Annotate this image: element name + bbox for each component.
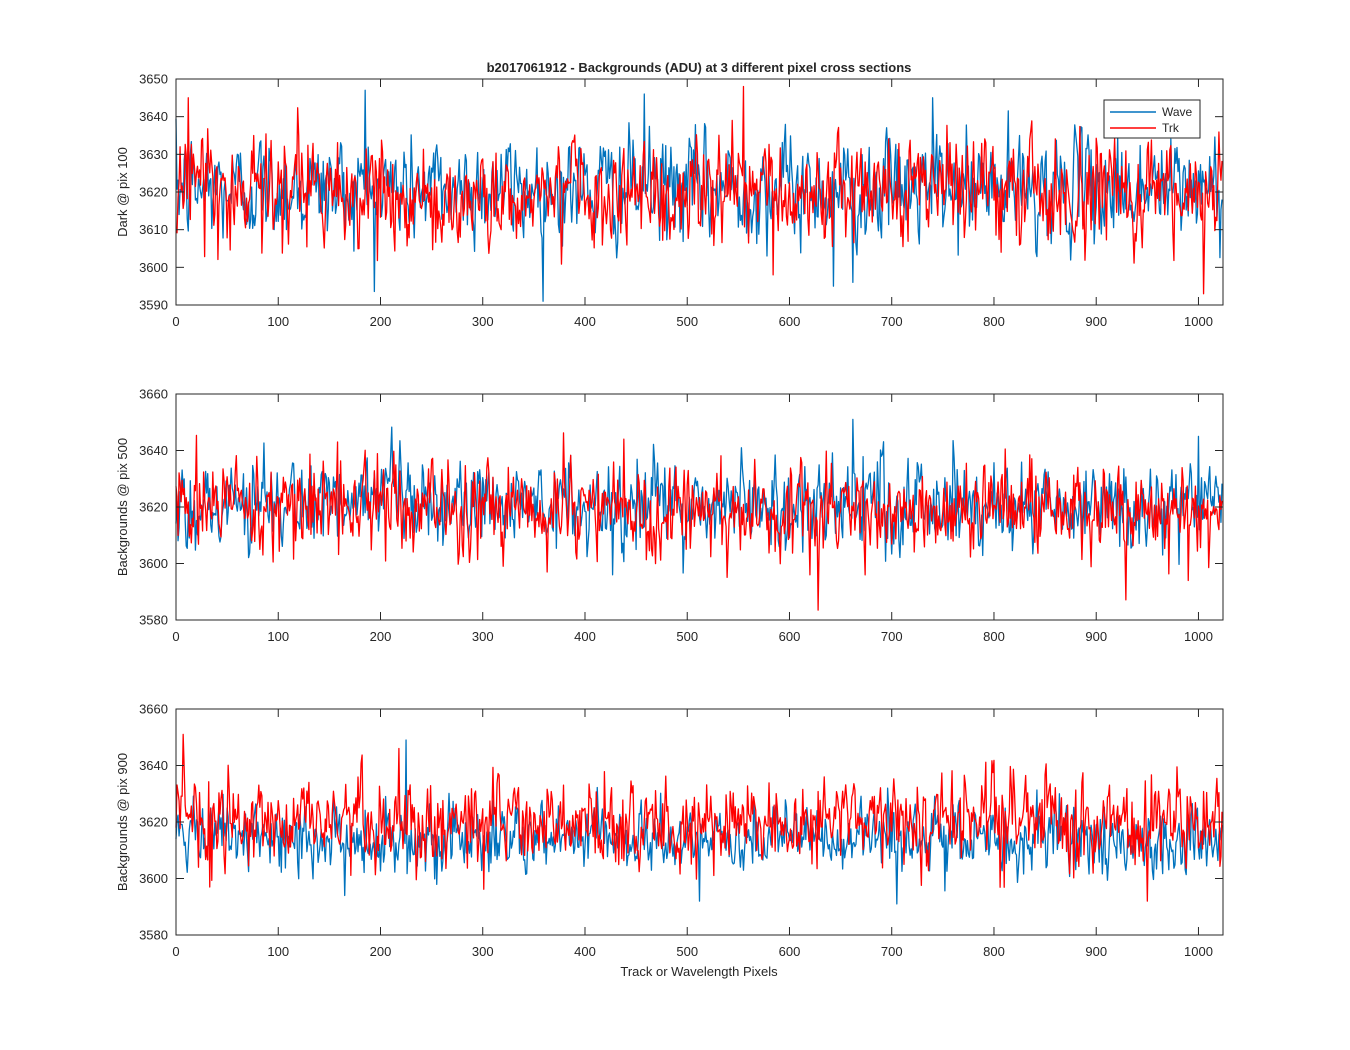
- y-tick-label: 3640: [139, 758, 168, 773]
- x-tick-label: 200: [370, 944, 392, 959]
- y-tick-label: 3580: [139, 613, 168, 628]
- y-axis-label: Backgrounds @ pix 900: [115, 753, 130, 891]
- x-tick-label: 700: [881, 314, 903, 329]
- y-tick-label: 3610: [139, 222, 168, 237]
- x-tick-label: 0: [172, 944, 179, 959]
- x-tick-label: 300: [472, 944, 494, 959]
- legend-box: [1103, 99, 1201, 139]
- y-tick-label: 3640: [139, 109, 168, 124]
- series-line-trk: [175, 85, 1223, 295]
- y-axis-label: Dark @ pix 100: [115, 147, 130, 237]
- y-tick-label: 3660: [139, 702, 168, 717]
- x-tick-label: 1000: [1184, 944, 1213, 959]
- panels: 0 100 200 300 400 500 600 700 800 900 100035903600…: [115, 72, 1224, 959]
- panel-1: 0 100 200 300 400 500 600 700 800 900 1000 3590 3600…: [115, 72, 1224, 329]
- x-tick-label: 900: [1085, 629, 1107, 644]
- y-tick-label: 3640: [139, 443, 168, 458]
- x-tick-label: 200: [370, 629, 392, 644]
- x-tick-label: 800: [983, 944, 1005, 959]
- x-tick-label: 800: [983, 314, 1005, 329]
- y-axis-label: Backgrounds @ pix 500: [115, 438, 130, 576]
- panel-3: 0 100 200 300 400 500 600 700 800 900 1000 3580 3600…: [115, 702, 1224, 959]
- x-tick-label: 0: [172, 629, 179, 644]
- x-tick-label: 100: [267, 944, 289, 959]
- legend-label-trk: Trk: [1162, 121, 1180, 135]
- x-tick-label: 300: [472, 314, 494, 329]
- x-tick-label: 300: [472, 629, 494, 644]
- y-tick-label: 3620: [139, 185, 168, 200]
- legend-label-wave: Wave: [1162, 105, 1193, 119]
- y-tick-label: 3590: [139, 298, 168, 313]
- y-tick-label: 3600: [139, 556, 168, 571]
- y-tick-label: 3620: [139, 500, 168, 515]
- x-tick-label: 900: [1085, 314, 1107, 329]
- x-tick-label: 400: [574, 314, 596, 329]
- x-tick-label: 600: [779, 944, 801, 959]
- x-tick-label: 800: [983, 629, 1005, 644]
- x-tick-label: 0: [172, 314, 179, 329]
- x-tick-label: 700: [881, 944, 903, 959]
- x-tick-label: 600: [779, 314, 801, 329]
- x-tick-label: 700: [881, 629, 903, 644]
- x-tick-label: 900: [1085, 944, 1107, 959]
- panel-2: 0 100 200 300 400 500 600 700 800 900 1000 3580 3600…: [115, 387, 1224, 644]
- y-tick-label: 3580: [139, 928, 168, 943]
- series-line-trk: [175, 733, 1223, 902]
- series-line-trk: [175, 432, 1223, 611]
- x-tick-label: 400: [574, 629, 596, 644]
- x-tick-label: 500: [676, 944, 698, 959]
- x-tick-label: 1000: [1184, 629, 1213, 644]
- x-axis-label: Track or Wavelength Pixels: [620, 964, 778, 979]
- x-tick-label: 100: [267, 314, 289, 329]
- y-tick-label: 3600: [139, 871, 168, 886]
- x-tick-label: 200: [370, 314, 392, 329]
- x-tick-label: 500: [676, 314, 698, 329]
- x-tick-label: 600: [779, 629, 801, 644]
- x-tick-label: 1000: [1184, 314, 1213, 329]
- y-tick-label: 3630: [139, 147, 168, 162]
- y-tick-label: 3600: [139, 260, 168, 275]
- x-tick-label: 500: [676, 629, 698, 644]
- x-tick-label: 400: [574, 944, 596, 959]
- y-tick-label: 3660: [139, 387, 168, 402]
- y-tick-label: 3650: [139, 72, 168, 87]
- legend: Wave Trk: [1103, 99, 1201, 139]
- x-tick-label: 100: [267, 629, 289, 644]
- chart-title: b2017061912 - Backgrounds (ADU) at 3 dif…: [487, 60, 912, 75]
- y-tick-label: 3620: [139, 815, 168, 830]
